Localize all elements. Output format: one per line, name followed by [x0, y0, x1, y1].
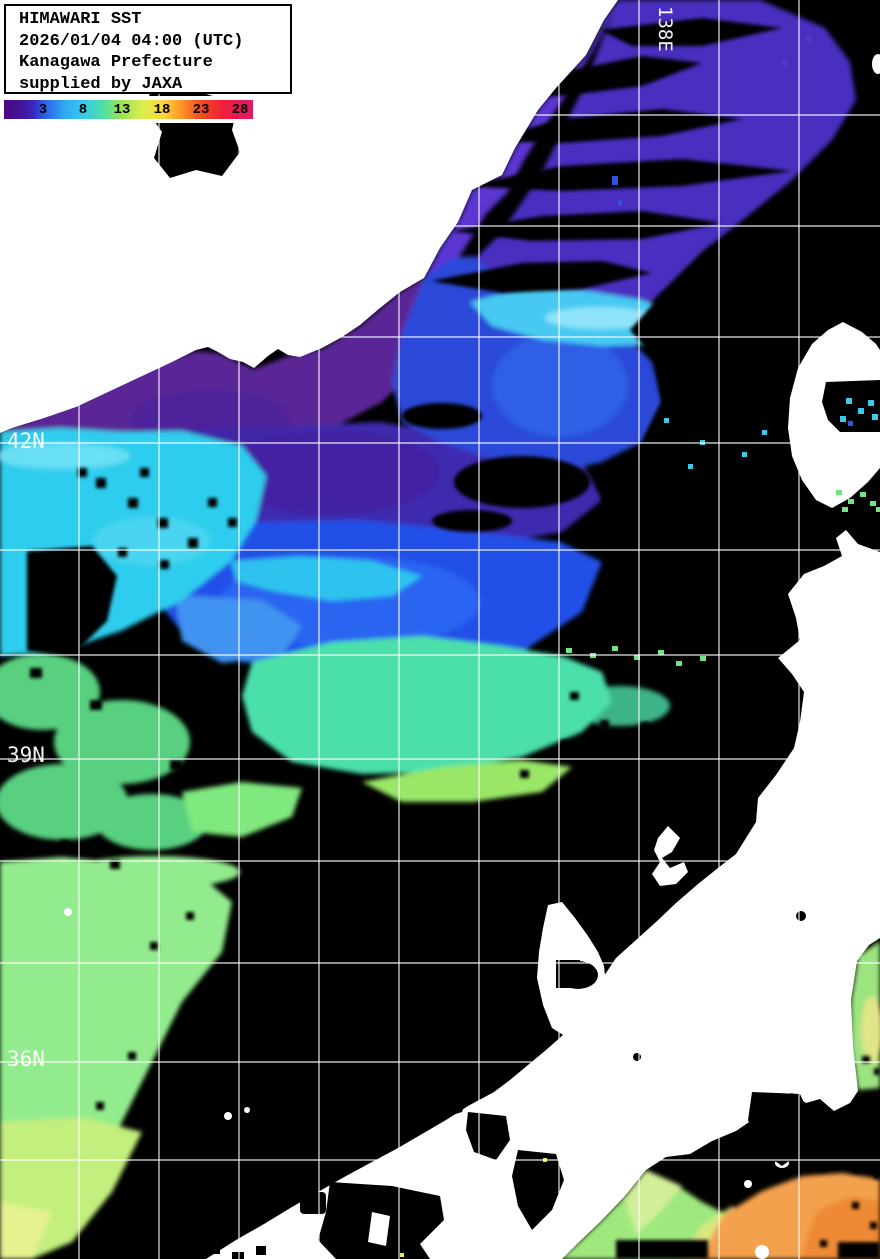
sst-region-blue-mid	[492, 333, 628, 437]
colorbar-tick: 13	[113, 102, 131, 118]
colorbar-tick: 23	[192, 102, 210, 118]
land-oki-island-2	[244, 1107, 250, 1113]
land-ulleung-island	[64, 908, 72, 916]
region-name: Kanagawa Prefecture	[19, 53, 213, 72]
colorbar-tick: 3	[38, 102, 48, 118]
header-info-box: HIMAWARI SST 2026/01/04 04:00 (UTC) Kana…	[4, 4, 292, 94]
sst-region-strip-yellow	[861, 996, 880, 1064]
colorbar-wrap: 3 8 13 18 23 28	[0, 96, 258, 123]
sst-region-violet-coast	[424, 0, 618, 290]
sst-region-cyan-light	[0, 443, 130, 469]
sst-region-field-corner	[0, 1202, 52, 1259]
sst-region-cyan-streak-core	[545, 307, 655, 329]
product-title: HIMAWARI SST	[19, 10, 142, 29]
colorbar-tick: 18	[153, 102, 171, 118]
sst-region-green-light	[182, 782, 302, 837]
data-credit: supplied by JAXA	[19, 74, 183, 94]
land-island-small-1	[744, 1180, 752, 1188]
land-island-small-3	[755, 1245, 769, 1259]
sst-colorbar: 3 8 13 18 23 28	[4, 100, 253, 119]
colorbar-tick: 28	[231, 102, 249, 118]
sst-region-green-left	[0, 654, 208, 850]
land-wakkanai-sliver	[872, 54, 880, 74]
sst-region-seafoam	[242, 636, 670, 774]
graticule-labels: 42N 39N 36N 138E	[7, 6, 676, 1071]
land-honshu	[206, 530, 880, 1259]
latitude-label: 42N	[7, 429, 45, 453]
land-sado-island	[652, 826, 688, 886]
sst-region-yellow-green	[362, 760, 572, 802]
longitude-label: 138E	[654, 6, 676, 52]
land-oki-island-1	[224, 1112, 232, 1120]
land-hokkaido	[788, 322, 880, 508]
colorbar-tick: 8	[78, 102, 88, 118]
latitude-label: 39N	[7, 743, 45, 767]
timestamp: 2026/01/04 04:00 (UTC)	[19, 31, 244, 51]
land-hole-biwa-white	[368, 1212, 390, 1246]
latitude-label: 36N	[7, 1047, 45, 1071]
